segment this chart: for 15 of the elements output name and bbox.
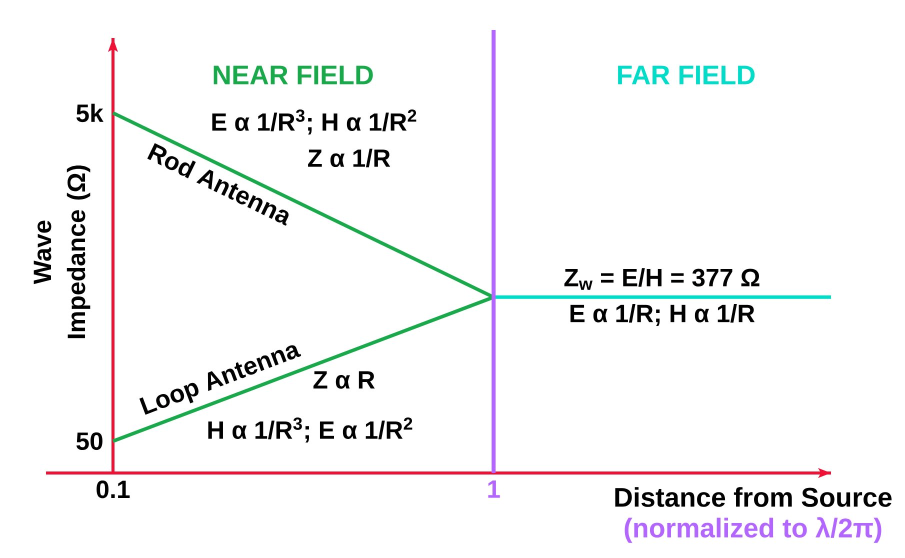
- annotation: FAR FIELD: [618, 66, 755, 84]
- annotation: E α 1/R; H α 1/R: [570, 304, 755, 326]
- annotation: H α 1/R$^{3}$; E α 1/R$^{2}$: [208, 417, 412, 443]
- y-tick-label: 5k: [76, 104, 104, 122]
- x-axis-title: Distance from Source: [615, 487, 892, 507]
- annotation: E α 1/R$^{3}$; H α 1/R$^{2}$: [212, 109, 416, 135]
- annotation: Z α R: [313, 371, 375, 389]
- annotation: NEAR FIELD: [214, 66, 373, 84]
- text: (normalized to λ/2π): [624, 517, 882, 543]
- x-tick-label: 0.1: [96, 480, 130, 498]
- x-tick-label: 1: [488, 480, 500, 498]
- annotation: Z$_{w}$ = E/H = 377 Ω: [564, 268, 760, 290]
- y-tick-label: 50: [76, 432, 102, 450]
- y-axis-title: Wave Impedance (Ω): [34, 165, 90, 338]
- annotation: Z α 1/R: [308, 148, 390, 168]
